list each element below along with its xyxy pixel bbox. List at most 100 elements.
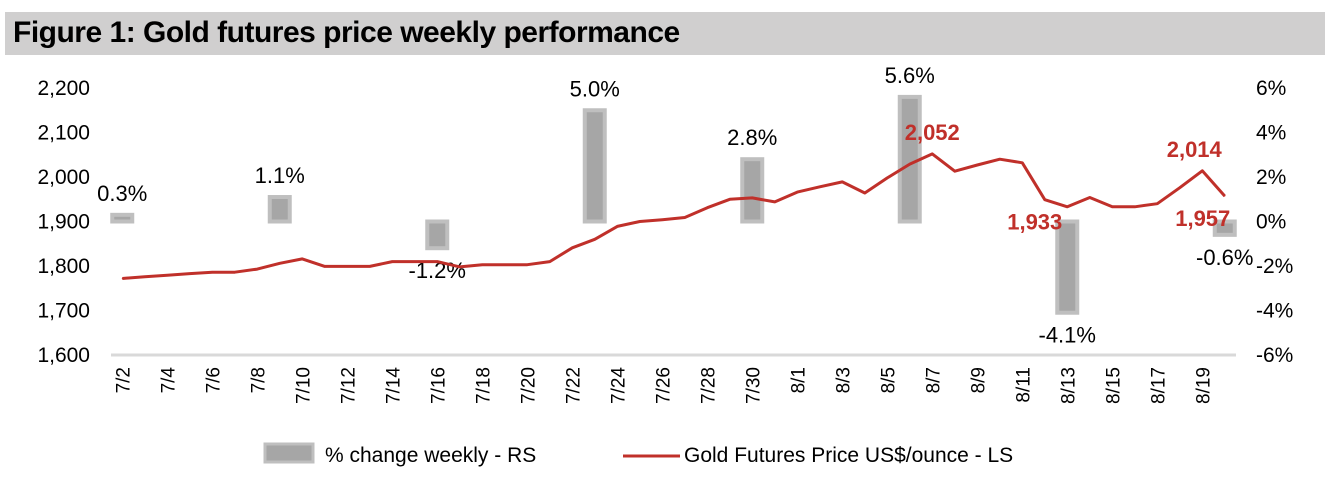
weekly-change-bar	[110, 212, 135, 224]
gold-price-point	[324, 265, 326, 267]
x-axis-tick: 8/5	[878, 367, 899, 393]
gold-price-point	[459, 266, 461, 268]
weekly-change-bar	[425, 219, 450, 251]
x-axis-tick: 7/6	[203, 367, 224, 393]
legend: % change weekly - RS Gold Futures Price …	[263, 442, 1013, 467]
price-annotation: 2,052	[905, 120, 960, 145]
gold-price-point	[1089, 196, 1091, 198]
x-axis-tick: 8/7	[923, 367, 944, 393]
x-axis-tick: 7/12	[338, 367, 359, 404]
gold-price-point	[346, 265, 348, 267]
gold-price-point	[301, 258, 303, 260]
right-axis-ticks: -6% -4% -2% 0% 2% 4% 6%	[1256, 77, 1293, 367]
legend-bar-label: % change weekly - RS	[325, 444, 536, 467]
weekly-change-label: -0.6%	[1196, 245, 1253, 270]
x-axis-tick: 7/26	[653, 367, 674, 404]
gold-price-point	[369, 265, 371, 267]
weekly-change-bar	[267, 195, 292, 224]
weekly-change-bar	[897, 94, 922, 224]
gold-price-point	[954, 170, 956, 172]
weekly-change-bar	[1212, 219, 1237, 237]
gold-price-point	[279, 262, 281, 264]
x-axis-tick: 8/11	[1013, 367, 1034, 403]
gold-price-point	[864, 192, 866, 194]
weekly-change-bar	[740, 157, 765, 224]
x-axis-tick: 7/30	[743, 367, 764, 404]
weekly-change-bar	[1055, 219, 1080, 315]
gold-price-point	[1179, 187, 1181, 189]
gold-price-point	[684, 216, 686, 218]
left-axis-tick: 1,800	[37, 255, 90, 278]
left-axis-ticks: 1,600 1,700 1,800 1,900 2,000 2,100 2,200	[37, 77, 90, 367]
gold-price-point	[234, 271, 236, 273]
figure-title: Figure 1: Gold futures price weekly perf…	[13, 16, 680, 49]
x-axis-tick: 7/28	[698, 367, 719, 404]
weekly-change-bars	[110, 94, 1237, 315]
gold-price-point	[999, 158, 1001, 160]
x-axis-tick: 7/2	[113, 367, 134, 393]
right-axis-tick: -4%	[1256, 300, 1293, 323]
gold-price-point	[549, 261, 551, 263]
gold-price-point	[526, 264, 528, 266]
x-axis-tick: 7/8	[248, 367, 269, 393]
left-axis-tick: 2,200	[37, 77, 90, 100]
gold-price-point	[706, 207, 708, 209]
gold-price-point	[976, 164, 978, 166]
gold-price-point	[144, 276, 146, 278]
gold-price-point	[256, 268, 258, 270]
weekly-change-bar	[582, 108, 607, 224]
gold-price-point	[1224, 195, 1226, 197]
weekly-change-label: 2.8%	[727, 125, 777, 150]
x-axis-ticks: 7/2 7/4 7/6 7/8 7/10 7/12 7/14 7/16 7/18 7/20 7/22…	[113, 367, 1214, 404]
gold-price-point	[639, 221, 641, 222]
gold-price-line	[122, 152, 1226, 280]
gold-price-point	[189, 273, 191, 275]
right-axis-tick: -2%	[1256, 255, 1293, 278]
gold-price-point	[121, 277, 123, 279]
price-annotation: 1,933	[1007, 210, 1062, 235]
gold-price-point	[1134, 206, 1136, 208]
right-axis-tick: 2%	[1256, 166, 1286, 189]
right-axis-tick: 6%	[1256, 77, 1286, 100]
x-axis-tick: 7/16	[428, 367, 449, 404]
gold-price-point	[481, 264, 483, 266]
gold-price-point	[796, 191, 798, 193]
x-axis-tick: 8/9	[968, 367, 989, 393]
x-axis-tick: 8/15	[1103, 367, 1124, 404]
gold-price-point	[436, 261, 438, 263]
legend-bar-swatch	[263, 442, 315, 464]
x-axis-tick: 8/3	[833, 367, 854, 393]
x-axis-tick: 8/19	[1193, 367, 1214, 404]
gold-price-point	[661, 219, 663, 221]
x-axis-tick: 7/10	[293, 367, 314, 404]
x-axis-tick: 7/4	[158, 367, 179, 394]
x-axis-tick: 8/17	[1148, 367, 1169, 404]
gold-price-point	[616, 225, 618, 227]
gold-price-point	[931, 153, 933, 155]
gold-price-point	[1201, 170, 1203, 172]
right-axis-tick: 4%	[1256, 122, 1286, 145]
weekly-change-label: 1.1%	[255, 163, 305, 188]
left-axis-tick: 1,600	[37, 344, 90, 367]
gold-price-point	[571, 247, 573, 249]
weekly-change-labels: 0.3%1.1%-1.2%5.0%2.8%5.6%-4.1%-0.6%	[97, 63, 1253, 348]
x-axis-tick: 7/24	[608, 367, 629, 404]
gold-price-point	[909, 163, 911, 165]
weekly-change-label: 5.6%	[885, 63, 935, 88]
gold-price-point	[211, 271, 213, 273]
weekly-change-label: -4.1%	[1039, 323, 1096, 348]
price-annotations: 2,052 1,933 2,014 1,957	[905, 120, 1231, 235]
weekly-change-label: 0.3%	[97, 181, 147, 206]
price-annotation: 1,957	[1175, 206, 1230, 231]
gold-price-point	[1044, 199, 1046, 201]
gold-price-point	[1021, 162, 1023, 164]
x-axis-tick: 7/22	[563, 367, 584, 404]
gold-price-point	[504, 264, 506, 266]
gold-price-point	[1066, 206, 1068, 208]
legend-line-label: Gold Futures Price US$/ounce - LS	[684, 444, 1013, 467]
gold-price-point	[751, 197, 753, 199]
right-axis-tick: -6%	[1256, 344, 1293, 367]
gold-price-point	[166, 274, 168, 276]
figure-title-bar: Figure 1: Gold futures price weekly perf…	[5, 12, 1325, 55]
